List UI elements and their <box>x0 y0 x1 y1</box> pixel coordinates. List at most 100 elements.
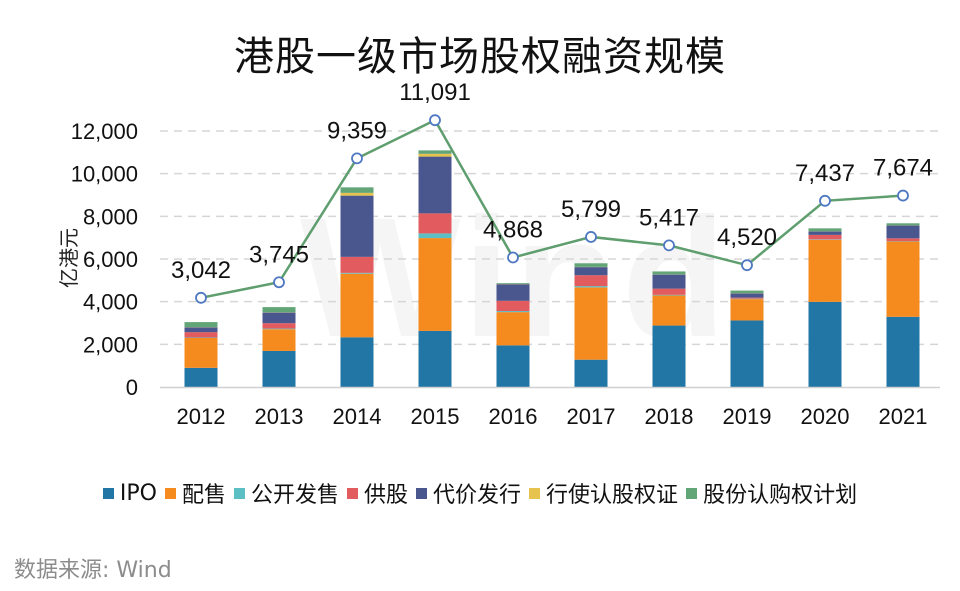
total-line-path <box>200 118 904 300</box>
legend-item: IPO <box>102 480 157 506</box>
data-label: 4,520 <box>717 224 777 251</box>
bar-segment <box>574 267 608 276</box>
bar-segment <box>418 213 452 234</box>
x-tick-label: 2013 <box>255 404 304 429</box>
data-label: 5,417 <box>639 204 699 231</box>
legend-swatch <box>102 487 114 499</box>
bar-segment <box>262 329 296 351</box>
line-marker <box>585 231 597 243</box>
legend-label: 供股 <box>364 483 409 508</box>
y-axis-label: 亿港元 <box>57 228 81 288</box>
bar-segment <box>184 367 218 387</box>
data-label: 9,359 <box>327 117 387 144</box>
data-labels: 3,042 3,745 9,359 11,091 4,868 5,799 5,417 4,52… <box>171 79 933 284</box>
line-marker <box>897 189 909 202</box>
legend-item: 代价发行 <box>416 477 521 509</box>
bar-segment <box>340 187 374 193</box>
legend-label: 公开发售 <box>251 483 340 508</box>
line-marker <box>741 259 753 272</box>
x-tick-label: 2015 <box>411 404 460 429</box>
bar-segment <box>886 225 920 239</box>
bar-segment <box>652 274 686 289</box>
bar-segment <box>418 238 452 331</box>
bar-segment <box>340 273 374 338</box>
legend-item: 股份认购权计划 <box>686 477 857 509</box>
data-label: 7,674 <box>873 155 933 182</box>
bar-segment <box>652 271 686 275</box>
legend-item: 行使认股权证 <box>529 477 678 509</box>
line-marker <box>351 152 363 165</box>
line-marker <box>819 194 831 207</box>
bar-segment <box>340 192 374 196</box>
bar-segment <box>808 228 842 232</box>
bar-segment <box>574 287 608 360</box>
bar-segment <box>496 283 530 284</box>
y-tick-label: 10,000 <box>71 162 138 187</box>
legend-swatch <box>416 487 428 499</box>
bar-segment <box>418 330 452 387</box>
bar-segment <box>574 263 608 267</box>
x-tick-label: 2016 <box>489 404 538 429</box>
legend-item: 配售 <box>164 477 226 509</box>
line-marker <box>429 114 441 127</box>
bar-segment <box>652 295 686 326</box>
data-label: 11,091 <box>399 79 471 106</box>
y-axis-ticks: 0 2,000 4,000 6,000 8,000 10,000 12,000 <box>71 119 138 400</box>
legend-swatch <box>529 487 541 499</box>
bar-segment <box>496 311 530 313</box>
bar-segment <box>340 256 374 273</box>
bar-segment <box>808 239 842 302</box>
x-tick-label: 2021 <box>879 404 928 429</box>
x-tick-label: 2018 <box>645 404 694 429</box>
legend-label: IPO <box>119 480 157 506</box>
bar-segment <box>730 297 764 299</box>
x-tick-label: 2012 <box>177 404 226 429</box>
bar-segment <box>418 233 452 239</box>
legend: IPO 配售 公开发售 供股 代价发行 行使认股权证 股份认购权计划 <box>0 477 960 509</box>
bar-segment <box>808 301 842 387</box>
bar-segment <box>418 156 452 214</box>
x-tick-label: 2020 <box>801 404 850 429</box>
data-label: 5,799 <box>561 196 621 223</box>
bar-segment <box>574 275 608 287</box>
y-tick-label: 0 <box>126 375 138 400</box>
bar-segment <box>496 284 530 301</box>
line-marker <box>195 291 207 304</box>
y-tick-label: 8,000 <box>83 204 138 229</box>
bar-segment <box>262 307 296 313</box>
data-label: 3,745 <box>249 241 309 268</box>
bar-segment <box>652 325 686 387</box>
bar-segment <box>574 286 608 288</box>
bar-segment <box>808 234 842 240</box>
bar-segment <box>652 294 686 296</box>
bar-segment <box>652 288 686 295</box>
legend-item: 供股 <box>347 477 408 509</box>
chart-title: 港股一级市场股权融资规模 <box>234 34 726 80</box>
bar-segment <box>574 359 608 387</box>
bar-segment <box>886 238 920 242</box>
total-line <box>195 114 909 304</box>
x-tick-label: 2017 <box>567 404 616 429</box>
legend-label: 股份认购权计划 <box>703 483 858 508</box>
bar-segment <box>340 337 374 387</box>
bar-segment <box>418 153 452 157</box>
bars <box>184 150 920 387</box>
bar-segment <box>886 316 920 387</box>
data-label: 3,042 <box>171 257 231 284</box>
y-tick-label: 12,000 <box>71 119 138 144</box>
x-tick-label: 2014 <box>333 404 382 429</box>
bar-segment <box>262 323 296 329</box>
bar-segment <box>886 223 920 226</box>
bar-segment <box>262 328 296 330</box>
legend-label: 行使认股权证 <box>546 483 679 508</box>
y-tick-label: 2,000 <box>83 332 138 357</box>
legend-swatch <box>164 487 176 499</box>
legend-swatch <box>686 487 698 499</box>
source-note: 数据来源: Wind <box>14 558 172 583</box>
x-axis-ticks: 2012 2013 2014 2015 2016 2017 2018 2019 2020 2021 <box>177 404 928 429</box>
line-marker <box>663 239 675 252</box>
bar-segment <box>730 290 764 294</box>
data-label: 7,437 <box>795 160 855 187</box>
x-tick-label: 2019 <box>723 404 772 429</box>
